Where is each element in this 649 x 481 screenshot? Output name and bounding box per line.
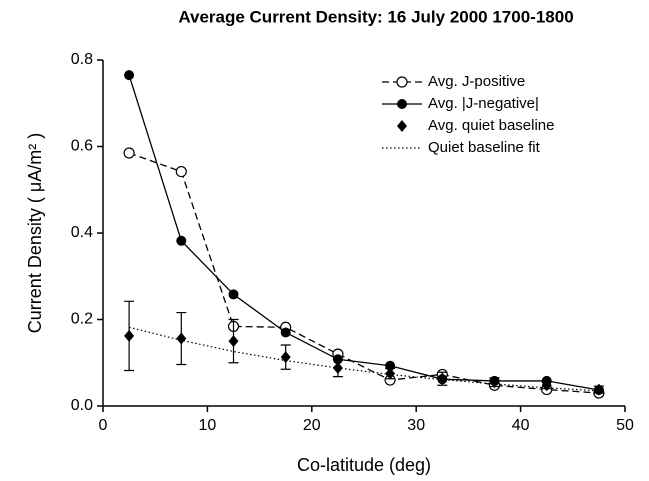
series-line — [128, 152, 599, 394]
point — [124, 70, 135, 81]
series-line — [128, 74, 600, 391]
legend-marker — [397, 120, 407, 132]
y-tick-label: 0.0 — [71, 397, 93, 414]
x-tick-label: 30 — [407, 417, 425, 434]
x-tick-label: 20 — [303, 417, 321, 434]
legend-marker — [396, 76, 408, 88]
x-axis-label: Co-latitude (deg) — [297, 455, 431, 475]
point — [280, 327, 291, 338]
chart-title: Average Current Density: 16 July 2000 17… — [178, 7, 573, 26]
point — [123, 147, 135, 159]
point — [124, 329, 135, 342]
point — [385, 367, 396, 380]
y-tick-label: 0.4 — [71, 224, 93, 241]
point — [176, 332, 187, 345]
legend-label: Avg. J-positive — [428, 73, 525, 90]
y-axis-label: Current Density ( μA/m² ) — [25, 133, 45, 333]
point — [593, 383, 604, 396]
point — [489, 376, 500, 389]
x-tick-label: 0 — [99, 417, 108, 434]
x-tick-label: 50 — [616, 417, 634, 434]
series-line — [128, 326, 599, 392]
x-tick-label: 10 — [199, 417, 217, 434]
x-tick-label: 40 — [512, 417, 530, 434]
y-tick-label: 0.2 — [71, 311, 93, 328]
legend-label: Avg. |J-negative| — [428, 95, 539, 112]
point — [437, 372, 448, 385]
point — [228, 335, 239, 348]
legend-label: Quiet baseline fit — [428, 139, 541, 156]
point — [175, 165, 187, 178]
y-tick-label: 0.8 — [71, 51, 93, 68]
point — [280, 351, 291, 364]
legend-marker — [397, 99, 407, 109]
legend-label: Avg. quiet baseline — [428, 117, 554, 134]
y-tick-label: 0.6 — [71, 138, 93, 155]
point — [228, 289, 239, 300]
point — [176, 235, 187, 246]
